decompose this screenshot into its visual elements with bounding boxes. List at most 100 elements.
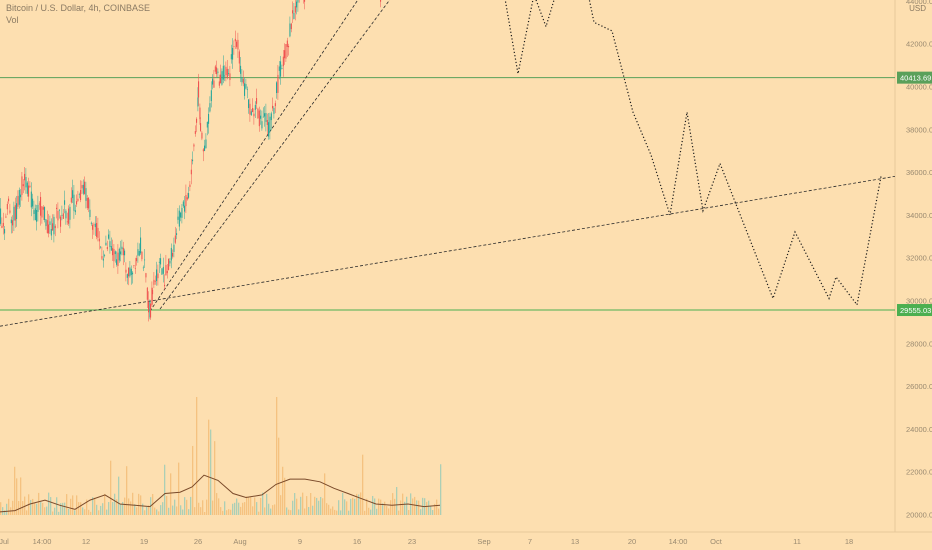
volume-bar xyxy=(186,499,188,515)
candle-body xyxy=(117,252,119,267)
candle-body xyxy=(185,195,187,207)
volume-bar xyxy=(62,502,64,515)
volume-bar xyxy=(416,500,418,515)
volume-bar xyxy=(374,498,376,515)
candle-body xyxy=(101,256,103,259)
volume-bar xyxy=(206,499,208,515)
candle-body xyxy=(252,108,254,113)
candle-body xyxy=(217,71,219,73)
trendline xyxy=(159,0,391,310)
candle-body xyxy=(64,200,66,205)
volume-bar xyxy=(360,492,362,515)
volume-indicator-label: Vol xyxy=(6,15,19,25)
volume-bar xyxy=(266,493,268,515)
candle-body xyxy=(184,205,186,212)
volume-bar xyxy=(162,502,164,515)
volume-bar xyxy=(300,496,302,515)
volume-bar xyxy=(240,506,242,515)
candle-body xyxy=(257,108,259,119)
time-tick-label: 9 xyxy=(298,537,302,546)
candle-body xyxy=(225,66,227,76)
candle-body xyxy=(68,208,70,224)
candle-body xyxy=(173,244,175,252)
candle-body xyxy=(90,222,92,224)
candle-body xyxy=(292,10,294,14)
volume-bar xyxy=(396,487,398,515)
candle-body xyxy=(34,208,36,221)
candle-body xyxy=(1,225,3,228)
time-tick-label: Oct xyxy=(710,537,723,546)
candle-body xyxy=(56,207,58,209)
volume-bar xyxy=(426,501,428,515)
candle-body xyxy=(268,122,270,137)
candle-body xyxy=(49,221,51,225)
volume-bar xyxy=(50,497,52,515)
candle-body xyxy=(88,197,90,209)
volume-bar xyxy=(340,510,342,515)
volume-bar xyxy=(170,473,172,515)
candle-body xyxy=(152,289,154,295)
volume-bar xyxy=(40,502,42,515)
time-tick-label: 11 xyxy=(793,537,801,546)
price-tick-label: 30000.00 xyxy=(906,297,932,306)
candle-body xyxy=(76,201,78,205)
candle-body xyxy=(85,188,87,201)
volume-bar xyxy=(18,500,20,515)
volume-bar xyxy=(124,497,126,515)
candle-body xyxy=(198,81,200,98)
candle-body xyxy=(164,284,166,287)
volume-bar xyxy=(390,500,392,515)
volume-bar xyxy=(238,502,240,515)
candle-body xyxy=(72,190,74,199)
price-tick-label: 36000.00 xyxy=(906,168,932,177)
candle-body xyxy=(282,56,284,67)
candle-body xyxy=(21,176,23,195)
volume-bar xyxy=(208,419,210,515)
candle-body xyxy=(10,219,12,224)
volume-bar xyxy=(16,478,18,515)
candle-body xyxy=(52,223,54,231)
volume-bar xyxy=(30,499,32,515)
candle-body xyxy=(140,237,142,254)
volume-bar xyxy=(228,509,230,515)
candle-body xyxy=(270,113,272,121)
candle-body xyxy=(136,258,138,262)
volume-bar xyxy=(180,505,182,515)
candle-body xyxy=(84,181,86,195)
candle-body xyxy=(80,189,82,201)
volume-bar xyxy=(362,454,364,515)
candle-body xyxy=(149,301,151,318)
volume-bar xyxy=(164,464,166,515)
volume-bar xyxy=(328,504,330,515)
volume-bar xyxy=(350,498,352,515)
volume-bar xyxy=(278,437,280,515)
candle-body xyxy=(26,182,28,194)
volume-bar xyxy=(98,510,100,515)
candle-body xyxy=(24,173,26,181)
volume-bar xyxy=(178,462,180,515)
volume-bar xyxy=(250,496,252,515)
volume-bar xyxy=(14,466,16,515)
volume-bar xyxy=(184,497,186,515)
volume-bar xyxy=(326,503,328,515)
candle-body xyxy=(48,224,50,234)
candle-body xyxy=(276,82,278,94)
candle-body xyxy=(241,77,243,83)
candle-body xyxy=(254,105,256,110)
candle-body xyxy=(248,99,250,109)
volume-bar xyxy=(268,503,270,515)
volume-bar xyxy=(34,502,36,515)
volume-bar xyxy=(200,507,202,515)
candle-body xyxy=(304,0,306,2)
volume-bar xyxy=(110,460,112,515)
candle-body xyxy=(234,38,236,42)
candle-body xyxy=(269,116,271,132)
candle-body xyxy=(286,40,288,47)
candle-body xyxy=(220,74,222,84)
candle-body xyxy=(33,210,35,214)
candle-body xyxy=(208,113,210,124)
candle-body xyxy=(178,210,180,227)
volume-bar xyxy=(316,497,318,515)
volume-bar xyxy=(308,507,310,515)
